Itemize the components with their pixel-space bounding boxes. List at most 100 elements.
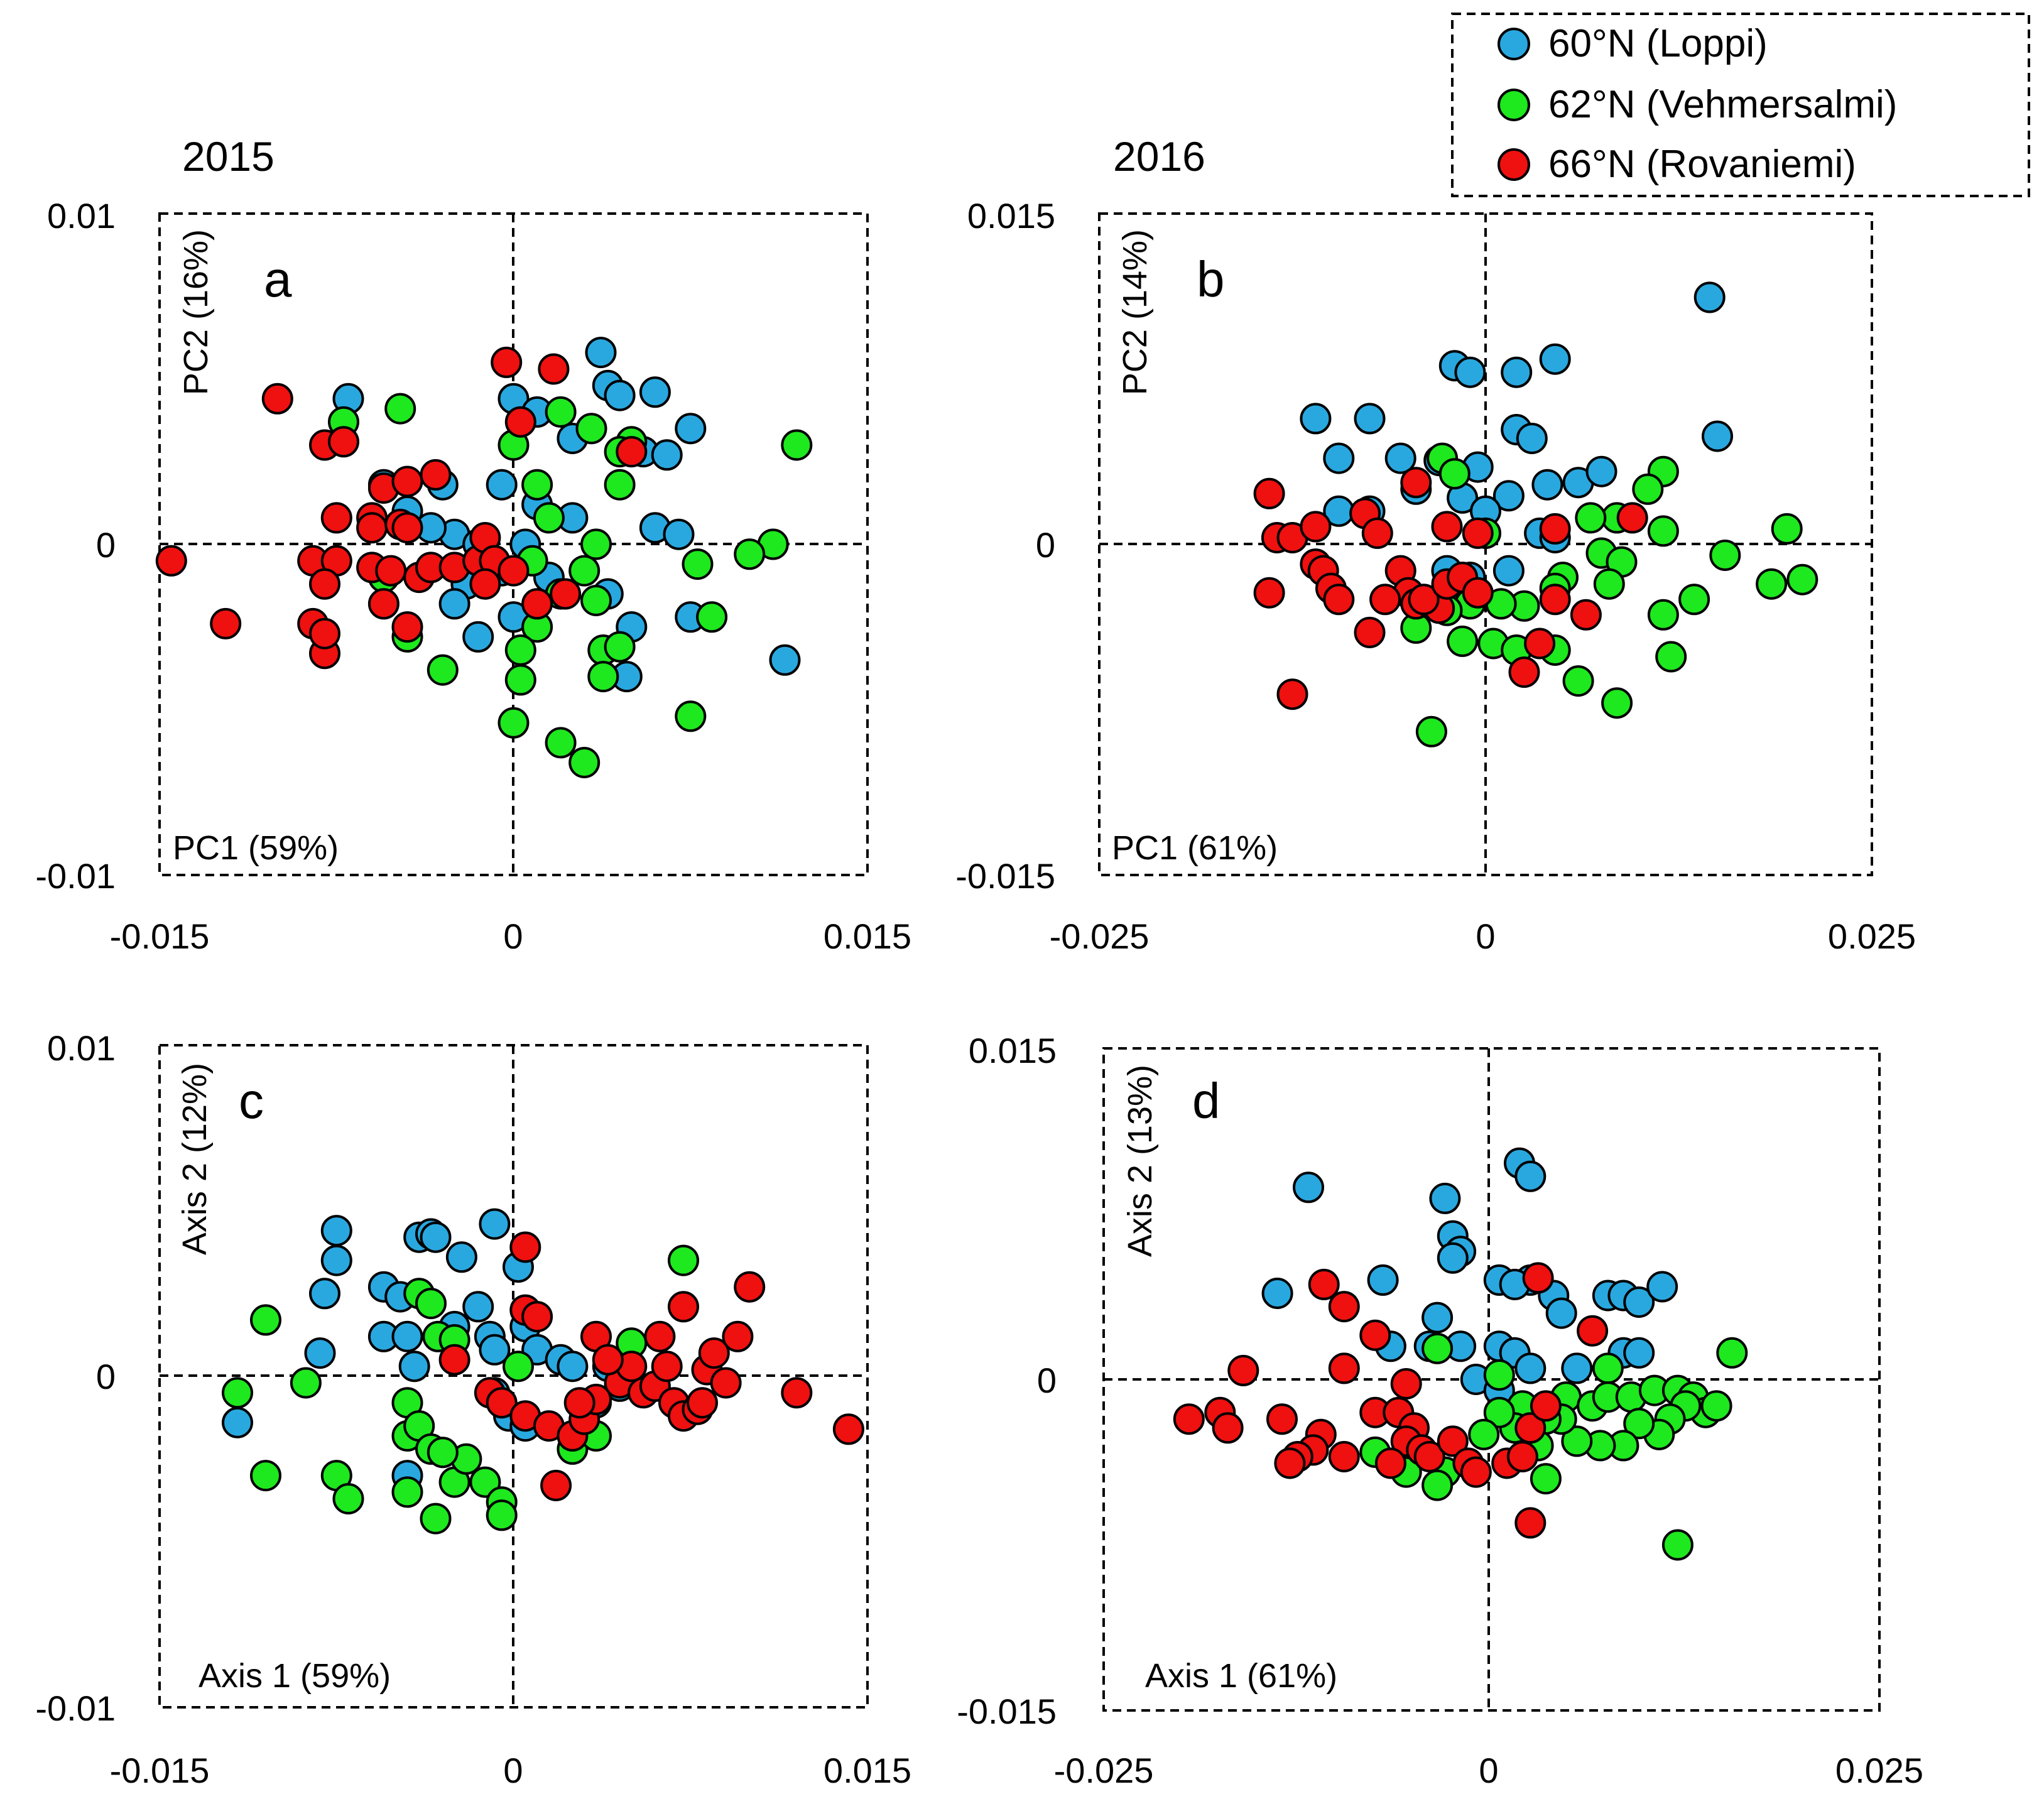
point-rovaniemi-11 bbox=[1266, 1403, 1298, 1435]
point-vehmersalmi-17 bbox=[427, 1437, 459, 1469]
x-axis-label: PC1 (59%) bbox=[173, 829, 339, 867]
x-axis-label: Axis 1 (59%) bbox=[198, 1657, 391, 1695]
point-loppi-9 bbox=[1702, 420, 1733, 452]
point-rovaniemi-28 bbox=[1539, 584, 1571, 616]
year-title-2015: 2015 bbox=[182, 133, 275, 180]
point-loppi-27 bbox=[1623, 1337, 1655, 1369]
point-rovaniemi-26 bbox=[367, 588, 400, 620]
point-rovaniemi-15 bbox=[309, 568, 340, 600]
point-vehmersalmi-2 bbox=[545, 396, 577, 428]
x-tick-left: -0.025 bbox=[1050, 916, 1150, 956]
point-vehmersalmi-10 bbox=[1700, 1390, 1732, 1422]
point-rovaniemi-23 bbox=[1462, 577, 1494, 609]
legend-label-rovaniemi: 66°N (Rovaniemi) bbox=[1548, 143, 1856, 186]
point-loppi-10 bbox=[675, 413, 707, 445]
point-rovaniemi-1 bbox=[1577, 1315, 1609, 1347]
legend-marker-loppi bbox=[1498, 28, 1530, 60]
point-rovaniemi-2 bbox=[261, 383, 293, 415]
x-tick-left: -0.015 bbox=[110, 1751, 210, 1790]
point-vehmersalmi-28 bbox=[427, 654, 459, 686]
point-vehmersalmi-0 bbox=[1716, 1337, 1748, 1369]
point-vehmersalmi-22 bbox=[675, 700, 707, 732]
point-vehmersalmi-8 bbox=[1756, 568, 1788, 600]
point-loppi-10 bbox=[309, 1278, 340, 1310]
point-rovaniemi-2 bbox=[521, 1301, 553, 1333]
point-vehmersalmi-6 bbox=[391, 1476, 423, 1508]
x-tick-zero: 0 bbox=[503, 916, 523, 956]
point-vehmersalmi-7 bbox=[420, 1503, 452, 1535]
point-rovaniemi-30 bbox=[1506, 1441, 1538, 1472]
point-vehmersalmi-3 bbox=[575, 413, 607, 445]
point-loppi-19 bbox=[479, 1334, 511, 1366]
point-vehmersalmi-26 bbox=[668, 1244, 699, 1276]
point-loppi-14 bbox=[462, 1291, 494, 1323]
point-vehmersalmi-18 bbox=[580, 585, 612, 616]
point-vehmersalmi-13 bbox=[1593, 568, 1625, 600]
y-tick-top: 0.01 bbox=[47, 1028, 116, 1068]
point-rovaniemi-23 bbox=[710, 1367, 742, 1399]
point-loppi-0 bbox=[1693, 281, 1726, 313]
point-vehmersalmi-1 bbox=[1592, 1352, 1624, 1384]
legend-label-vehmersalmi: 62°N (Vehmersalmi) bbox=[1548, 83, 1897, 126]
point-loppi-25 bbox=[462, 621, 494, 653]
point-rovaniemi-16 bbox=[1274, 1447, 1306, 1479]
point-rovaniemi-26 bbox=[1460, 1456, 1492, 1488]
point-vehmersalmi-0 bbox=[250, 1304, 281, 1336]
point-vehmersalmi-13 bbox=[521, 469, 553, 501]
panel-c: c Axis 2 (12%) Axis 1 (59%) 0.01 0 -0.01… bbox=[35, 1028, 911, 1790]
panel-letter: d bbox=[1192, 1073, 1220, 1129]
point-loppi-14 bbox=[1492, 480, 1525, 512]
point-vehmersalmi-21 bbox=[587, 661, 619, 693]
legend-marker-vehmersalmi bbox=[1498, 89, 1530, 121]
point-loppi-6 bbox=[1354, 403, 1386, 435]
point-rovaniemi-8 bbox=[1173, 1403, 1205, 1435]
point-loppi-9 bbox=[639, 376, 671, 408]
point-loppi-3 bbox=[486, 469, 518, 501]
point-vehmersalmi-6 bbox=[1771, 513, 1803, 545]
panel-letter: b bbox=[1197, 251, 1225, 307]
point-rovaniemi-10 bbox=[356, 512, 388, 544]
x-tick-right: 0.025 bbox=[1828, 916, 1916, 956]
point-rovaniemi-5 bbox=[320, 502, 352, 534]
point-rovaniemi-28 bbox=[1514, 1412, 1547, 1444]
y-tick-top: 0.01 bbox=[47, 196, 116, 236]
point-loppi-25 bbox=[1561, 1352, 1593, 1384]
point-vehmersalmi-5 bbox=[1709, 540, 1741, 571]
point-rovaniemi-32 bbox=[540, 1469, 572, 1501]
point-loppi-1 bbox=[320, 1244, 352, 1276]
point-vehmersalmi-22 bbox=[503, 1351, 534, 1383]
point-vehmersalmi-15 bbox=[568, 555, 601, 587]
point-rovaniemi-25 bbox=[469, 568, 501, 600]
y-axis-label: PC2 (16%) bbox=[177, 229, 215, 395]
point-vehmersalmi-27 bbox=[1415, 715, 1447, 747]
point-vehmersalmi-20 bbox=[604, 631, 636, 663]
point-vehmersalmi-19 bbox=[415, 1288, 447, 1320]
point-loppi-0 bbox=[1293, 1171, 1324, 1204]
point-vehmersalmi-9 bbox=[1678, 584, 1710, 616]
y-tick-zero: 0 bbox=[96, 525, 116, 565]
point-vehmersalmi-3 bbox=[1575, 502, 1607, 534]
y-tick-zero: 0 bbox=[1037, 1361, 1057, 1400]
x-tick-left: -0.015 bbox=[110, 916, 210, 956]
point-loppi-7 bbox=[1261, 1278, 1293, 1309]
point-rovaniemi-30 bbox=[309, 617, 340, 649]
point-vehmersalmi-24 bbox=[1562, 665, 1594, 697]
point-vehmersalmi-17 bbox=[1561, 1425, 1593, 1457]
y-tick-bottom: -0.015 bbox=[955, 856, 1055, 896]
point-rovaniemi-26 bbox=[668, 1291, 699, 1323]
point-rovaniemi-26 bbox=[1539, 513, 1571, 545]
point-vehmersalmi-9 bbox=[682, 548, 714, 580]
point-vehmersalmi-23 bbox=[1530, 1463, 1562, 1495]
point-loppi-6 bbox=[420, 1221, 452, 1253]
x-tick-right: 0.015 bbox=[824, 1751, 911, 1790]
point-loppi-10 bbox=[1323, 442, 1355, 474]
point-loppi-18 bbox=[398, 1351, 430, 1383]
point-vehmersalmi-5 bbox=[332, 1483, 364, 1514]
point-vehmersalmi-28 bbox=[1447, 625, 1479, 657]
point-loppi-18 bbox=[1585, 455, 1617, 487]
point-vehmersalmi-1 bbox=[384, 393, 416, 425]
point-loppi-27 bbox=[222, 1406, 253, 1438]
point-rovaniemi-24 bbox=[497, 555, 530, 587]
point-vehmersalmi-25 bbox=[1468, 1418, 1500, 1450]
